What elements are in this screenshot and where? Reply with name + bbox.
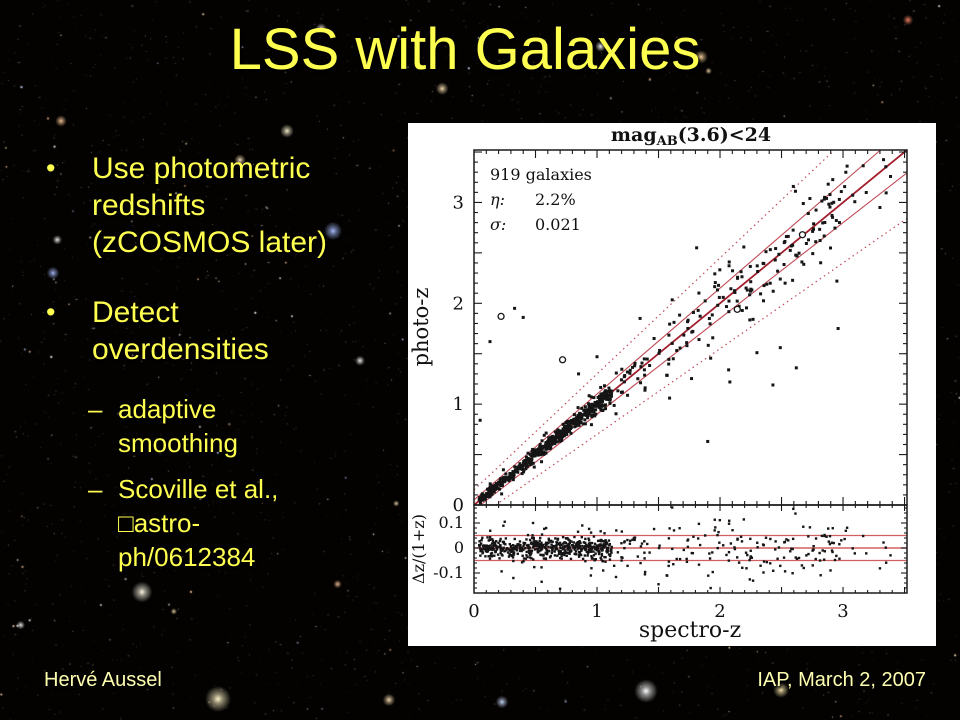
bullet-marker: • — [46, 297, 56, 327]
xtick-label: 1 — [591, 601, 602, 622]
bullet-text: Use photometric redshifts (zCOSMOS later… — [92, 152, 328, 259]
slide-title: LSS with Galaxies — [229, 17, 701, 82]
figure-title: magAB(3.6)<24 — [611, 124, 771, 149]
bullet-marker: – — [88, 474, 103, 504]
bullet-marker: – — [88, 394, 103, 424]
main-ytick-label: 0 — [453, 495, 464, 516]
stat-eta-label: η: — [490, 190, 505, 209]
stat-sigma-label: σ: — [490, 215, 506, 234]
stat-count: 919 galaxies — [490, 165, 592, 184]
sub-bullet-item: – adaptive smoothing — [88, 392, 385, 460]
residual-ytick-label: 0 — [454, 538, 464, 557]
sub-bullet-item: – Scoville et al., □astro- ph/0612384 — [88, 472, 385, 574]
bullet-text: Scoville et al., □astro- ph/0612384 — [118, 474, 279, 572]
main-y-axis-label: photo-z — [409, 288, 433, 367]
bullet-list: • Use photometric redshifts (zCOSMOS lat… — [40, 150, 385, 586]
main-ytick-label: 3 — [453, 192, 464, 213]
stat-sigma-value: 0.021 — [535, 215, 581, 234]
residual-panel-frame — [473, 504, 908, 594]
stat-eta-value: 2.2% — [535, 190, 576, 209]
main-ytick-label: 1 — [453, 394, 464, 415]
bullet-item: • Detect overdensities — [40, 294, 385, 368]
residual-y-axis-label: Δz/(1+z) — [409, 514, 428, 584]
residual-ytick-label: -0.1 — [433, 563, 464, 582]
main-ytick-label: 2 — [453, 293, 464, 314]
footer-author: Hervé Aussel — [44, 669, 162, 691]
residual-ytick-label: 0.1 — [439, 513, 464, 532]
bullet-marker: • — [46, 153, 56, 183]
figure-panel: 0 1 2 3 0 1 2 3 0.1 0 -0.1 photo-z Δz/(1+z) spectro-z… — [408, 123, 936, 646]
footer-venue: IAP, March 2, 2007 — [757, 669, 926, 691]
bullet-text: Detect overdensities — [92, 296, 269, 366]
xtick-label: 0 — [468, 601, 479, 622]
xtick-label: 3 — [837, 601, 848, 622]
bullet-text: adaptive smoothing — [118, 394, 238, 458]
x-axis-label: spectro-z — [639, 618, 741, 643]
xtick-label: 2 — [714, 601, 725, 622]
bullet-item: • Use photometric redshifts (zCOSMOS lat… — [40, 150, 385, 261]
